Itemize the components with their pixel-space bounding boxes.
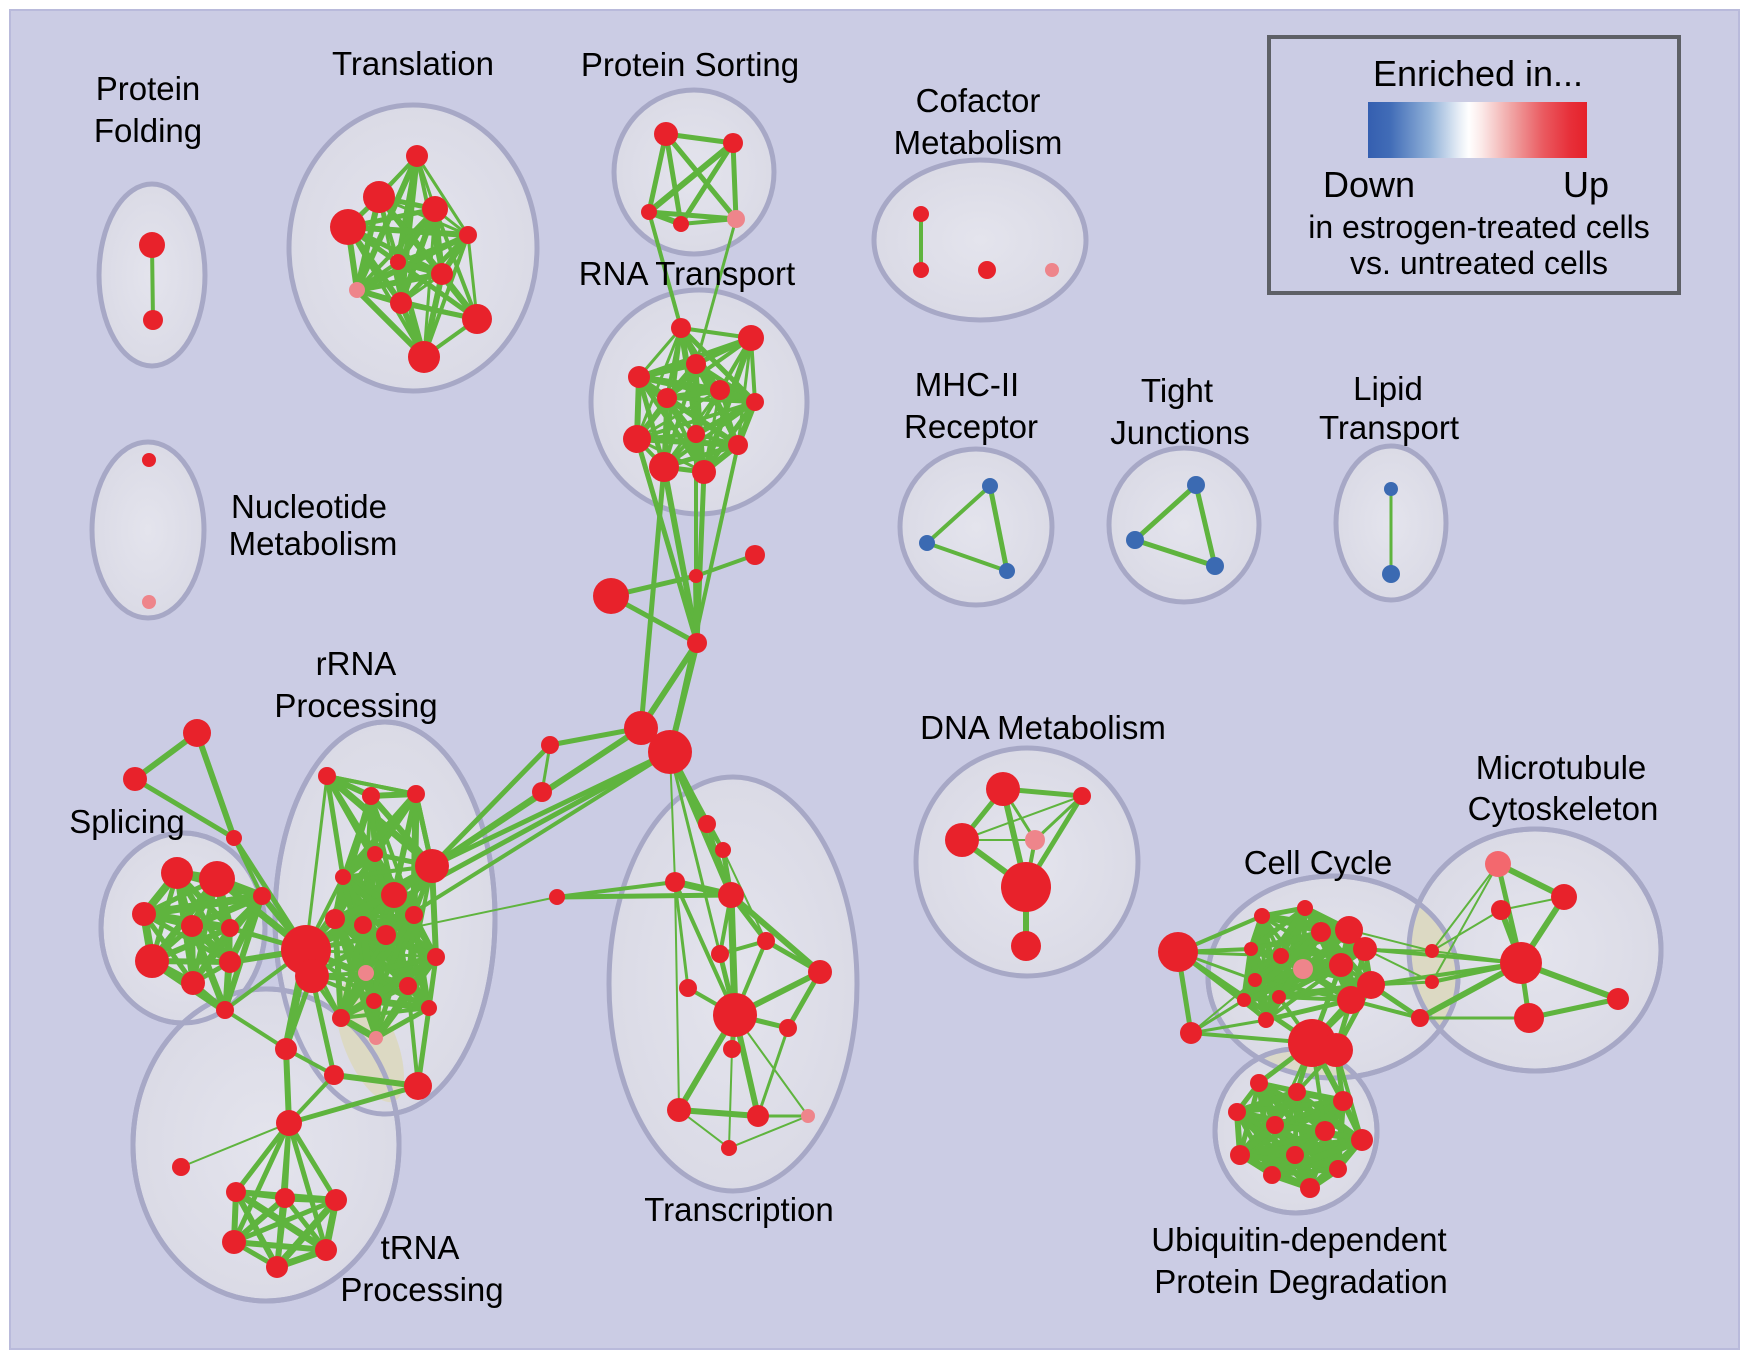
svg-text:in estrogen-treated cells: in estrogen-treated cells (1308, 209, 1650, 245)
svg-text:Cytoskeleton: Cytoskeleton (1468, 790, 1659, 827)
svg-text:Receptor: Receptor (904, 408, 1038, 445)
svg-text:rRNA: rRNA (316, 645, 397, 682)
svg-text:Lipid: Lipid (1353, 370, 1423, 407)
svg-text:Processing: Processing (340, 1271, 503, 1308)
svg-text:Tight: Tight (1141, 372, 1213, 409)
svg-text:Up: Up (1563, 164, 1609, 205)
svg-text:tRNA: tRNA (381, 1229, 460, 1266)
svg-text:Down: Down (1323, 164, 1415, 205)
svg-text:Microtubule: Microtubule (1476, 749, 1647, 786)
svg-text:Protein Degradation: Protein Degradation (1154, 1263, 1448, 1300)
svg-text:vs. untreated cells: vs. untreated cells (1350, 245, 1608, 281)
svg-text:RNA Transport: RNA Transport (579, 255, 795, 292)
svg-text:Enriched in...: Enriched in... (1373, 53, 1583, 94)
svg-text:Cofactor: Cofactor (916, 82, 1041, 119)
svg-text:Transcription: Transcription (644, 1191, 834, 1228)
svg-text:Splicing: Splicing (69, 803, 185, 840)
svg-text:Protein: Protein (96, 70, 201, 107)
svg-text:Cell Cycle: Cell Cycle (1244, 844, 1393, 881)
svg-text:Junctions: Junctions (1110, 414, 1249, 451)
svg-text:Metabolism: Metabolism (894, 124, 1063, 161)
svg-text:Protein Sorting: Protein Sorting (581, 46, 799, 83)
svg-text:Processing: Processing (274, 687, 437, 724)
svg-text:Ubiquitin-dependent: Ubiquitin-dependent (1151, 1221, 1446, 1258)
svg-text:Transport: Transport (1319, 409, 1459, 446)
svg-text:MHC-II: MHC-II (915, 366, 1019, 403)
svg-text:DNA Metabolism: DNA Metabolism (920, 709, 1166, 746)
svg-text:Nucleotide: Nucleotide (231, 488, 387, 525)
svg-text:Metabolism: Metabolism (229, 525, 398, 562)
svg-text:Translation: Translation (332, 45, 494, 82)
svg-text:Folding: Folding (94, 112, 202, 149)
